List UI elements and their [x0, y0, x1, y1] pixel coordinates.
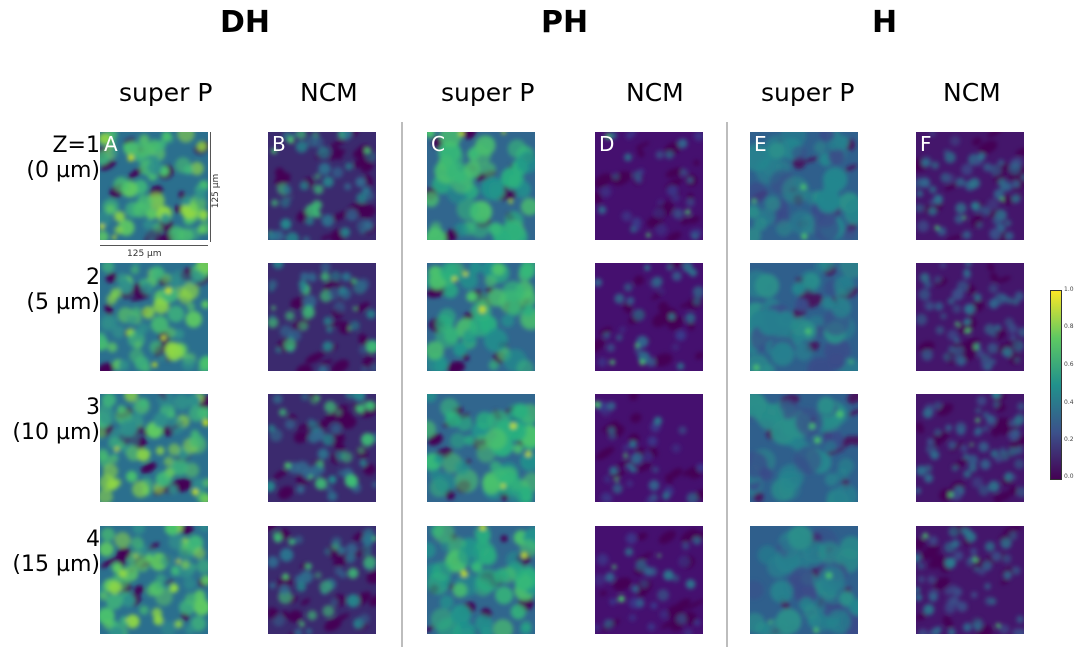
heatmap-panel-f-row-3 [916, 394, 1024, 502]
column-label-ncm-ph: NCM [626, 78, 684, 107]
row-label-z3: 3 (10 µm) [0, 395, 100, 445]
heatmap-panel-b-row-3 [268, 394, 376, 502]
heatmap-panel-e-row-3 [750, 394, 858, 502]
heatmap-panel-d-row-2 [595, 263, 703, 371]
heatmap-image [595, 263, 703, 371]
heatmap-panel-c-row-3 [427, 394, 535, 502]
heatmap-image [750, 394, 858, 502]
heatmap-panel-b-row-2 [268, 263, 376, 371]
row-label-depth: (0 µm) [26, 158, 100, 183]
panel-letter: E [754, 132, 767, 156]
heatmap-panel-b-row-1: B [268, 132, 376, 240]
heatmap-image [268, 526, 376, 634]
panel-letter: B [272, 132, 286, 156]
row-label-depth: (5 µm) [26, 290, 100, 315]
row-label-z: 3 [86, 395, 100, 420]
group-title-h: H [872, 5, 898, 40]
heatmap-image [916, 263, 1024, 371]
heatmap-image [427, 526, 535, 634]
heatmap-image [916, 132, 1024, 240]
scale-bar-horizontal [100, 245, 208, 246]
heatmap-image [427, 263, 535, 371]
heatmap-image [100, 132, 208, 240]
row-label-depth: (15 µm) [12, 552, 100, 577]
heatmap-panel-e-row-4 [750, 526, 858, 634]
heatmap-image [750, 132, 858, 240]
scale-label-horizontal: 125 µm [127, 249, 162, 259]
colorbar-tick: 0.4 [1064, 399, 1074, 406]
panel-letter: F [920, 132, 932, 156]
column-label-ncm-dh: NCM [300, 78, 358, 107]
heatmap-image [916, 394, 1024, 502]
column-label-superp-dh: super P [119, 78, 213, 107]
colorbar-tick: 1.0 [1064, 286, 1074, 293]
heatmap-image [100, 394, 208, 502]
heatmap-image [916, 526, 1024, 634]
panel-letter: D [599, 132, 615, 156]
heatmap-image [595, 132, 703, 240]
heatmap-panel-e-row-2 [750, 263, 858, 371]
column-label-superp-ph: super P [441, 78, 535, 107]
heatmap-image [268, 263, 376, 371]
column-label-superp-h: super P [761, 78, 855, 107]
colorbar [1050, 290, 1062, 480]
heatmap-panel-b-row-4 [268, 526, 376, 634]
heatmap-image [750, 526, 858, 634]
column-label-ncm-h: NCM [943, 78, 1001, 107]
heatmap-panel-a-row-1: A [100, 132, 208, 240]
heatmap-panel-d-row-4 [595, 526, 703, 634]
scale-bar-vertical [210, 132, 211, 242]
row-label-z1: Z=1 (0 µm) [0, 133, 100, 183]
heatmap-panel-c-row-2 [427, 263, 535, 371]
row-label-z4: 4 (15 µm) [0, 527, 100, 577]
heatmap-panel-e-row-1: E [750, 132, 858, 240]
colorbar-tick: 0.8 [1064, 323, 1074, 330]
colorbar-tick: 0.2 [1064, 436, 1074, 443]
row-label-z: 2 [86, 265, 100, 290]
heatmap-panel-a-row-4 [100, 526, 208, 634]
heatmap-image [100, 263, 208, 371]
group-title-dh: DH [220, 5, 271, 40]
heatmap-panel-a-row-3 [100, 394, 208, 502]
heatmap-image [427, 394, 535, 502]
heatmap-panel-d-row-1: D [595, 132, 703, 240]
row-label-z: 4 [86, 527, 100, 552]
heatmap-image [268, 394, 376, 502]
heatmap-panel-a-row-2 [100, 263, 208, 371]
colorbar-tick: 0.0 [1064, 473, 1074, 480]
heatmap-image [595, 526, 703, 634]
group-title-ph: PH [541, 5, 589, 40]
heatmap-panel-c-row-4 [427, 526, 535, 634]
row-label-depth: (10 µm) [12, 420, 100, 445]
panel-letter: C [431, 132, 445, 156]
divider-dh-ph [401, 122, 403, 647]
heatmap-panel-f-row-1: F [916, 132, 1024, 240]
heatmap-panel-f-row-2 [916, 263, 1024, 371]
heatmap-image [268, 132, 376, 240]
row-label-z: Z=1 [52, 133, 100, 158]
heatmap-image [750, 263, 858, 371]
colorbar-tick: 0.6 [1064, 361, 1074, 368]
heatmap-panel-f-row-4 [916, 526, 1024, 634]
row-label-z2: 2 (5 µm) [0, 265, 100, 315]
scale-label-vertical: 125 µm [211, 173, 221, 209]
heatmap-image [595, 394, 703, 502]
heatmap-image [100, 526, 208, 634]
heatmap-panel-c-row-1: C [427, 132, 535, 240]
heatmap-image [427, 132, 535, 240]
divider-ph-h [726, 122, 728, 647]
heatmap-panel-d-row-3 [595, 394, 703, 502]
panel-letter: A [104, 132, 118, 156]
